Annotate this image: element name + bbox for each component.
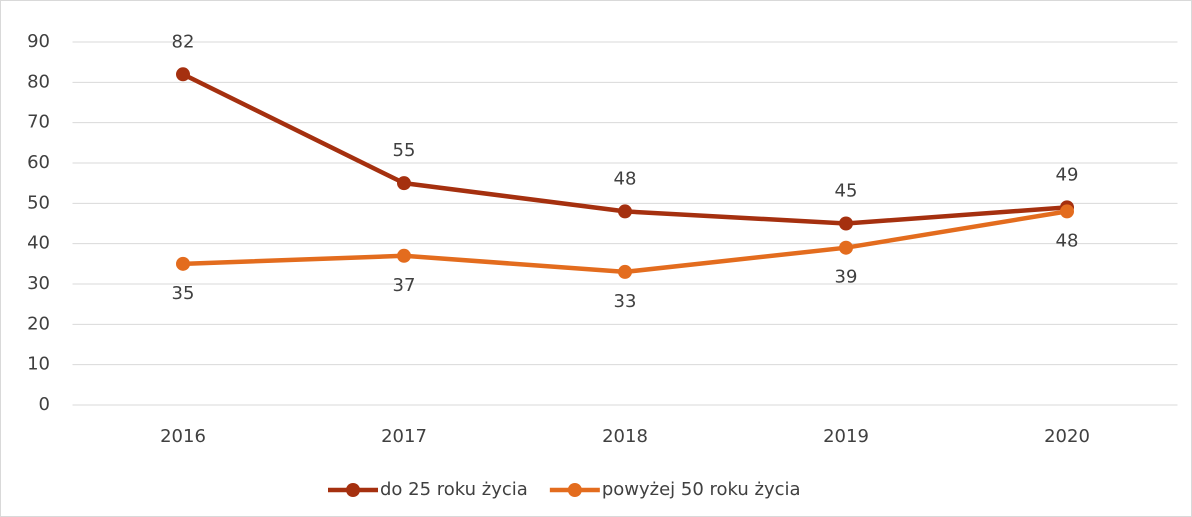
x-tick-label: 2016: [160, 426, 206, 447]
data-point: [397, 176, 411, 191]
data-point: [618, 204, 632, 219]
y-tick-label: 60: [27, 152, 50, 173]
legend-marker: [567, 483, 582, 497]
x-tick-label: 2019: [823, 426, 869, 447]
y-tick-label: 10: [27, 354, 50, 375]
y-tick-label: 30: [27, 273, 50, 294]
data-point: [1060, 204, 1074, 219]
data-label: 45: [835, 181, 858, 202]
y-tick-label: 90: [27, 31, 50, 52]
y-tick-label: 40: [27, 233, 50, 254]
x-tick-label: 2017: [381, 426, 427, 447]
data-label: 35: [172, 283, 195, 304]
x-tick-label: 2018: [602, 426, 648, 447]
legend-label: do 25 roku życia: [380, 479, 528, 500]
y-tick-label: 80: [27, 71, 50, 92]
legend-marker: [346, 483, 360, 497]
data-label: 33: [614, 291, 637, 312]
x-tick-label: 2020: [1044, 426, 1090, 447]
data-label: 49: [1056, 164, 1079, 185]
data-point: [618, 264, 632, 279]
y-tick-label: 50: [27, 192, 50, 213]
data-point: [176, 256, 190, 271]
y-tick-label: 70: [27, 112, 50, 133]
data-label: 82: [172, 31, 195, 52]
data-label: 55: [393, 140, 416, 161]
data-point: [176, 67, 190, 82]
y-tick-label: 0: [39, 394, 50, 415]
data-point: [839, 240, 853, 255]
data-point: [839, 216, 853, 231]
data-label: 48: [1056, 230, 1079, 251]
data-label: 37: [393, 275, 416, 296]
data-label: 39: [835, 267, 858, 288]
data-label: 48: [614, 168, 637, 189]
legend-label: powyżej 50 roku życia: [602, 479, 801, 500]
y-tick-label: 20: [27, 313, 50, 334]
data-point: [397, 248, 411, 263]
